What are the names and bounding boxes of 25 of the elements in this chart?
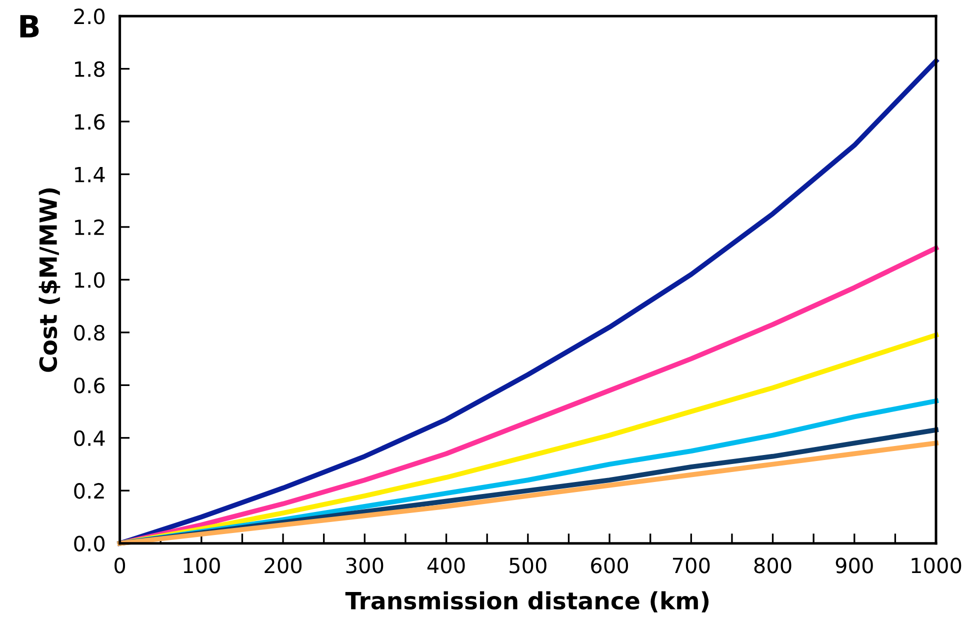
- y-tick-label: 1.2: [75, 219, 104, 235]
- x-tick-label: 500: [510, 558, 546, 574]
- y-tick-label: 2.0: [74, 8, 105, 24]
- y-tick-label: 1.8: [75, 61, 104, 78]
- x-tick-label: 0: [114, 558, 126, 574]
- y-tick-label: 0.8: [74, 324, 104, 341]
- x-tick-label: 1000: [912, 558, 962, 574]
- x-tick-label: 100: [184, 558, 220, 574]
- y-tick-label: 0.6: [74, 378, 105, 394]
- y-tick-label: 0.0: [74, 536, 105, 552]
- y-axis-title: Cost ($M/MW): [38, 188, 60, 372]
- y-tick-label: 1.0: [75, 272, 105, 288]
- y-tick-label: 0.2: [74, 483, 104, 499]
- y-tick-label: 1.4: [75, 166, 105, 182]
- x-axis-title: Transmission distance (km): [345, 591, 709, 612]
- text: B: [20, 15, 39, 38]
- x-tick-label: 700: [672, 558, 710, 574]
- x-tick-label: 400: [427, 558, 465, 574]
- x-tick-label: 900: [836, 558, 873, 574]
- y-tick-label: 1.6: [75, 114, 105, 130]
- x-tick-label: 300: [346, 558, 384, 574]
- x-tick-label: 600: [591, 558, 628, 574]
- x-tick-label: 800: [754, 558, 792, 574]
- y-tick-label: 0.4: [74, 430, 105, 446]
- x-tick-label: 200: [264, 558, 302, 574]
